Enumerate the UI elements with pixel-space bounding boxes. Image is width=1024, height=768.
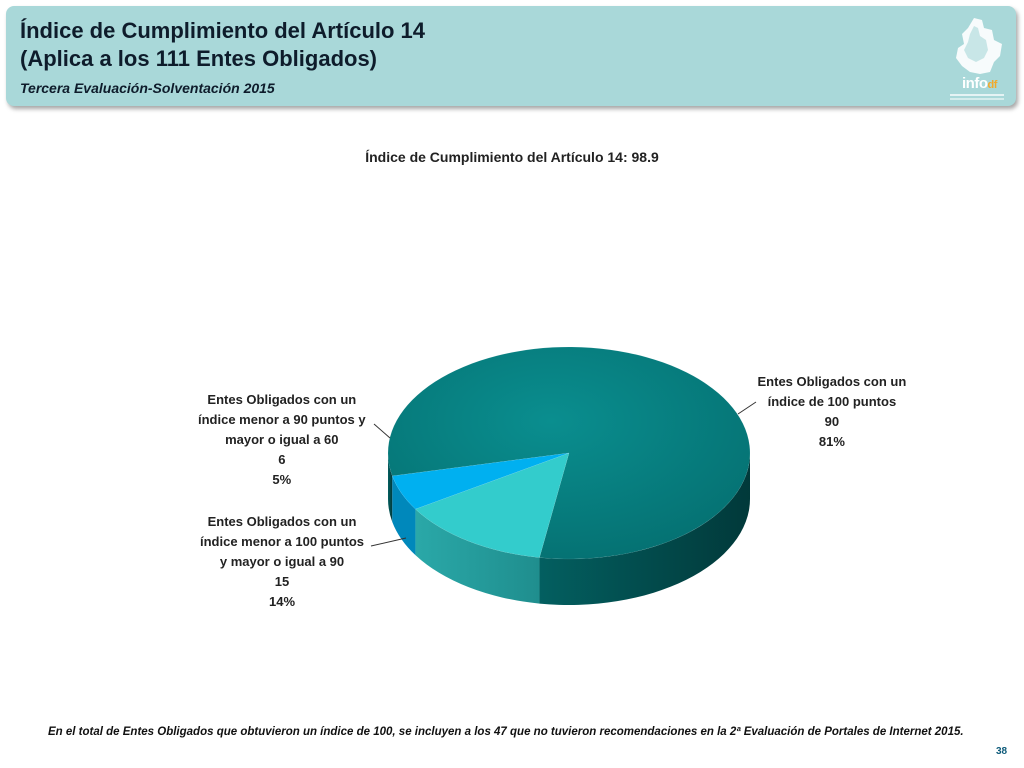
slice-value: 6 <box>278 452 286 467</box>
pie-slice-side-2 <box>392 475 416 556</box>
slice-value: 15 <box>274 574 290 589</box>
page-title-line1: Índice de Cumplimiento del Artículo 14 <box>20 18 426 43</box>
pie-slice-1 <box>414 452 570 558</box>
slice-percent: 14% <box>268 594 296 609</box>
slice-label-1: Entes Obligados con un índice menor a 100… <box>200 512 364 612</box>
pie-slice-side-0 <box>539 453 750 605</box>
slice-label-line: Entes Obligados con un <box>207 392 357 407</box>
leader-line-2 <box>373 423 391 439</box>
pie-slice-2 <box>391 452 570 510</box>
pie-slice-side-1 <box>415 509 540 604</box>
page-number: 38 <box>996 746 1008 757</box>
slice-percent: 5% <box>272 472 292 487</box>
slice-label-line: mayor o igual a 60 <box>225 432 339 447</box>
pie-slice-side-0 <box>388 453 393 522</box>
slice-label-line: índice menor a 100 puntos <box>200 534 364 549</box>
slice-label-line: Entes Obligados con un <box>207 514 357 529</box>
pie-slice-0 <box>387 346 751 560</box>
map-silhouette-icon <box>950 18 1004 100</box>
slice-label-2: Entes Obligados con un índice menor a 90 … <box>198 390 366 490</box>
logo-wordmark: infodf <box>962 75 997 92</box>
page-title-line2: (Aplica a los 111 Entes Obligados) <box>20 46 378 71</box>
leader-line-1 <box>370 537 407 547</box>
page-subtitle: Tercera Evaluación-Solventación 2015 <box>20 80 275 96</box>
chart-title: Índice de Cumplimiento del Artículo 14: … <box>365 149 659 165</box>
slice-label-line: índice de 100 puntos <box>767 394 897 409</box>
header-banner: Índice de Cumplimiento del Artículo 14 (… <box>6 6 1016 106</box>
footnote: En el total de Entes Obligados que obtuv… <box>48 726 964 738</box>
infodf-logo: infodf <box>944 14 1010 106</box>
leader-line-0 <box>737 401 757 415</box>
slice-percent: 81% <box>818 434 845 449</box>
slice-label-line: Entes Obligados con un <box>757 374 907 389</box>
slice-label-0: Entes Obligados con un índice de 100 punt… <box>758 372 907 452</box>
slice-label-line: y mayor o igual a 90 <box>219 554 345 569</box>
slice-value: 90 <box>824 414 840 429</box>
slice-label-line: índice menor a 90 puntos y <box>198 412 366 427</box>
